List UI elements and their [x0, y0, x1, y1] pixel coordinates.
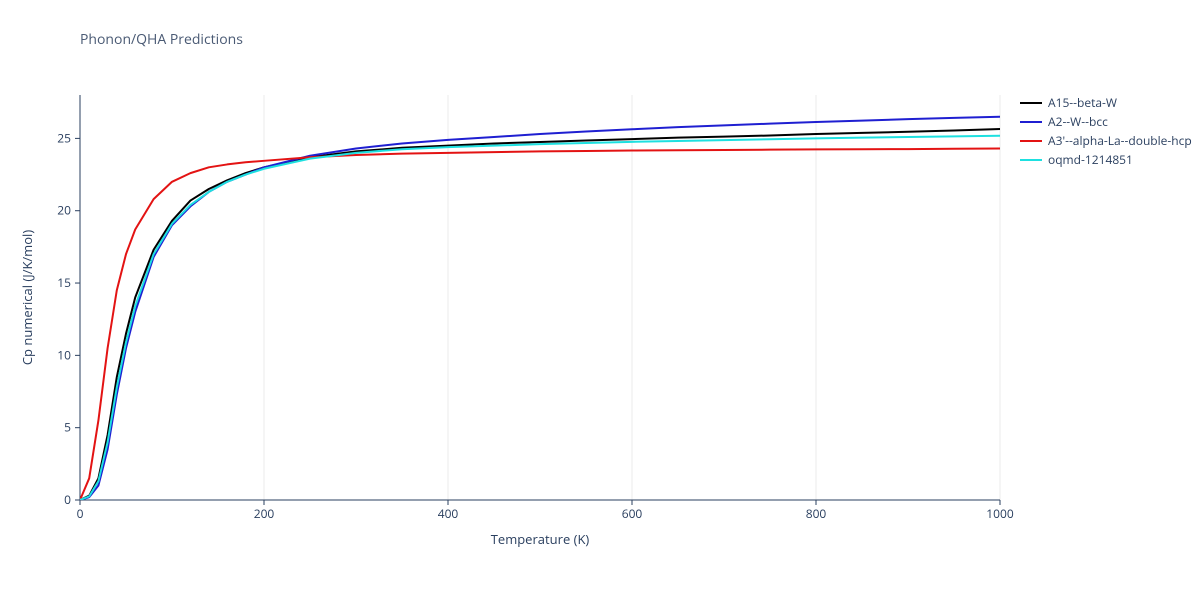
y-tick-label: 15 [57, 274, 71, 291]
y-tick-label: 20 [57, 202, 71, 219]
x-tick-label: 400 [438, 505, 459, 522]
y-axis-title: Cp numerical (J/K/mol) [18, 230, 36, 365]
legend-label: A3'--alpha-La--double-hcp [1048, 132, 1192, 149]
x-axis-title: Temperature (K) [491, 530, 590, 548]
legend-label: A2--W--bcc [1048, 113, 1108, 130]
y-tick-label: 10 [57, 346, 71, 363]
chart-title: Phonon/QHA Predictions [80, 30, 243, 49]
x-tick-label: 1000 [986, 505, 1014, 522]
y-tick-label: 0 [64, 491, 71, 508]
chart-plot: 0 200 400 600 800 1000 0 5 10 15 20 25 Temperature (… [0, 0, 1200, 600]
y-tick-label: 25 [57, 129, 71, 146]
legend-label: A15--beta-W [1048, 94, 1117, 111]
x-tick-label: 200 [254, 505, 275, 522]
x-tick-label: 600 [622, 505, 643, 522]
plot-area [80, 95, 1000, 500]
legend-label: oqmd-1214851 [1048, 151, 1133, 168]
y-tick-label: 5 [64, 419, 71, 436]
legend: A15--beta-W A2--W--bcc A3'--alpha-La--doub… [1020, 94, 1192, 168]
x-tick-label: 0 [77, 505, 84, 522]
x-tick-label: 800 [806, 505, 827, 522]
